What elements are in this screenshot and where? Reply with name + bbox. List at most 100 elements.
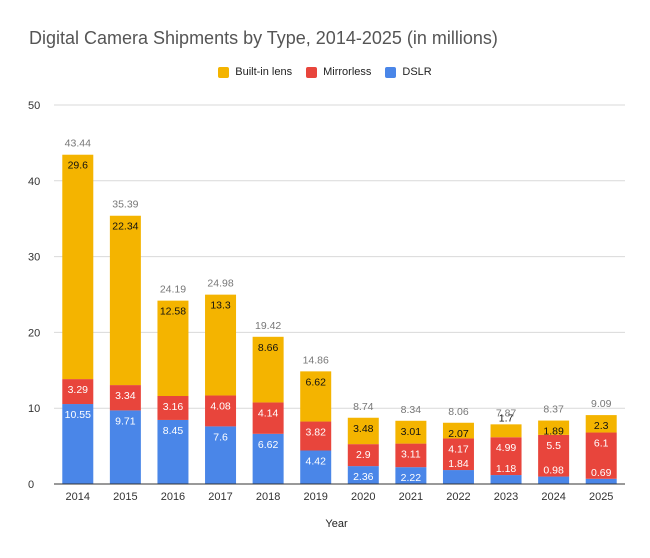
bar-mirrorless-2025 — [585, 432, 617, 479]
data-label-dslr-2015: 9.71 — [115, 415, 136, 427]
total-label-2017: 24.98 — [207, 278, 233, 290]
data-label-dslr-2022: 1.84 — [448, 458, 469, 470]
data-label-built-in-lens-2020: 3.48 — [353, 423, 374, 435]
x-tick-label: 2021 — [399, 491, 423, 503]
x-tick-label: 2018 — [256, 491, 280, 503]
legend-label-mirrorless: Mirrorless — [323, 66, 372, 78]
grid-lines — [54, 104, 625, 409]
bar-built-in-lens-2015 — [109, 215, 141, 386]
y-tick-label: 40 — [28, 176, 40, 188]
bars — [62, 154, 617, 484]
bar-dslr-2015 — [109, 410, 141, 484]
bar-mirrorless-2014 — [62, 379, 94, 405]
bar-dslr-2022 — [442, 470, 474, 484]
bar-built-in-lens-2016 — [157, 300, 189, 396]
y-tick-label: 10 — [28, 403, 40, 415]
legend-item-mirrorless: Mirrorless — [306, 66, 371, 78]
bar-built-in-lens-2024 — [538, 420, 570, 435]
data-label-dslr-2020: 2.36 — [353, 471, 374, 483]
x-tick-label: 2024 — [541, 491, 565, 503]
bar-mirrorless-2022 — [442, 438, 474, 471]
x-tick-label: 2016 — [161, 491, 185, 503]
bar-built-in-lens-2022 — [442, 422, 474, 439]
axes: 0 10 20 30 40 50 2014 2015 2016 2017 2018 2019 2020 2… — [28, 100, 625, 530]
bar-dslr-2023 — [490, 475, 522, 484]
data-label-dslr-2017: 7.6 — [213, 431, 228, 443]
bar-mirrorless-2016 — [157, 395, 189, 420]
bar-dslr-2021 — [395, 467, 427, 484]
bar-built-in-lens-2021 — [395, 420, 427, 444]
x-tick-label: 2015 — [113, 491, 137, 503]
bar-built-in-lens-2017 — [205, 294, 237, 396]
data-label-built-in-lens-2025: 2.3 — [594, 420, 609, 432]
bar-dslr-2016 — [157, 419, 189, 484]
y-tick-label: 50 — [28, 100, 40, 112]
y-tick-label: 20 — [28, 327, 40, 339]
chart-title: Digital Camera Shipments by Type, 2014-2… — [29, 28, 498, 48]
bar-mirrorless-2018 — [252, 402, 284, 434]
bar-dslr-2019 — [300, 450, 332, 484]
data-label-dslr-2024: 0.98 — [543, 465, 564, 477]
x-tick-label: 2022 — [446, 491, 470, 503]
legend-swatch-mirrorless — [306, 66, 318, 78]
legend-item-dslr: DSLR — [385, 66, 432, 78]
total-label-2023: 7.87 — [496, 407, 517, 419]
total-label-2018: 19.42 — [255, 320, 281, 332]
total-label-2024: 8.37 — [543, 404, 564, 416]
bar-mirrorless-2024 — [538, 434, 570, 477]
bar-mirrorless-2020 — [347, 444, 379, 467]
legend-item-built-in-lens: Built-in lens — [218, 66, 292, 78]
data-label-mirrorless-2019: 3.82 — [305, 427, 326, 439]
data-label-built-in-lens-2024: 1.89 — [543, 426, 564, 438]
bar-built-in-lens-2018 — [252, 336, 284, 403]
total-label-2020: 8.74 — [353, 401, 374, 413]
data-label-dslr-2023: 1.18 — [496, 463, 517, 475]
legend-swatch-dslr — [385, 66, 397, 78]
data-label-mirrorless-2025: 6.1 — [594, 438, 609, 450]
y-tick-label: 0 — [28, 479, 34, 491]
bar-built-in-lens-2020 — [347, 417, 379, 445]
x-tick-label: 2019 — [303, 491, 327, 503]
data-label-built-in-lens-2018: 8.66 — [258, 342, 279, 354]
total-label-2014: 43.44 — [65, 138, 91, 150]
bar-built-in-lens-2025 — [585, 415, 617, 433]
bar-built-in-lens-2019 — [300, 371, 332, 422]
data-label-mirrorless-2015: 3.34 — [115, 390, 136, 402]
data-label-mirrorless-2014: 3.29 — [68, 384, 89, 396]
data-label-mirrorless-2023: 4.99 — [496, 442, 517, 454]
data-label-mirrorless-2018: 4.14 — [258, 407, 279, 419]
data-label-mirrorless-2024: 5.5 — [546, 440, 561, 452]
data-label-mirrorless-2016: 3.16 — [163, 401, 184, 413]
data-label-dslr-2025: 0.69 — [591, 467, 612, 479]
legend-swatch-built-in-lens — [218, 66, 230, 78]
x-tick-label: 2023 — [494, 491, 518, 503]
data-label-built-in-lens-2016: 12.58 — [160, 306, 186, 318]
x-tick-label: 2020 — [351, 491, 375, 503]
total-label-2019: 14.86 — [303, 354, 329, 366]
legend-label-built-in-lens: Built-in lens — [235, 66, 293, 78]
data-label-dslr-2019: 4.42 — [305, 455, 326, 467]
data-label-dslr-2018: 6.62 — [258, 439, 279, 451]
x-axis-title: Year — [325, 518, 348, 530]
bar-mirrorless-2017 — [205, 395, 237, 427]
total-label-2025: 9.09 — [591, 398, 612, 410]
data-label-dslr-2016: 8.45 — [163, 425, 184, 437]
bar-dslr-2025 — [585, 478, 617, 484]
data-label-mirrorless-2017: 4.08 — [210, 400, 231, 412]
data-label-mirrorless-2021: 3.11 — [401, 449, 421, 461]
legend: Built-in lens Mirrorless DSLR — [0, 66, 650, 78]
data-label-dslr-2014: 10.55 — [65, 409, 91, 421]
x-tick-label: 2014 — [66, 491, 90, 503]
bar-dslr-2017 — [205, 426, 237, 484]
total-label-2022: 8.06 — [448, 406, 469, 418]
data-label-built-in-lens-2019: 6.62 — [305, 376, 326, 388]
total-label-2021: 8.34 — [401, 404, 422, 416]
bar-built-in-lens-2014 — [62, 154, 94, 380]
bar-mirrorless-2015 — [109, 385, 141, 411]
x-tick-label: 2025 — [589, 491, 613, 503]
bar-dslr-2018 — [252, 433, 284, 484]
data-labels: 10.55 3.29 29.6 43.44 9.71 3.34 22.34 35.39 8.45… — [65, 138, 612, 484]
bar-dslr-2020 — [347, 466, 379, 484]
legend-label-dslr: DSLR — [402, 66, 432, 78]
